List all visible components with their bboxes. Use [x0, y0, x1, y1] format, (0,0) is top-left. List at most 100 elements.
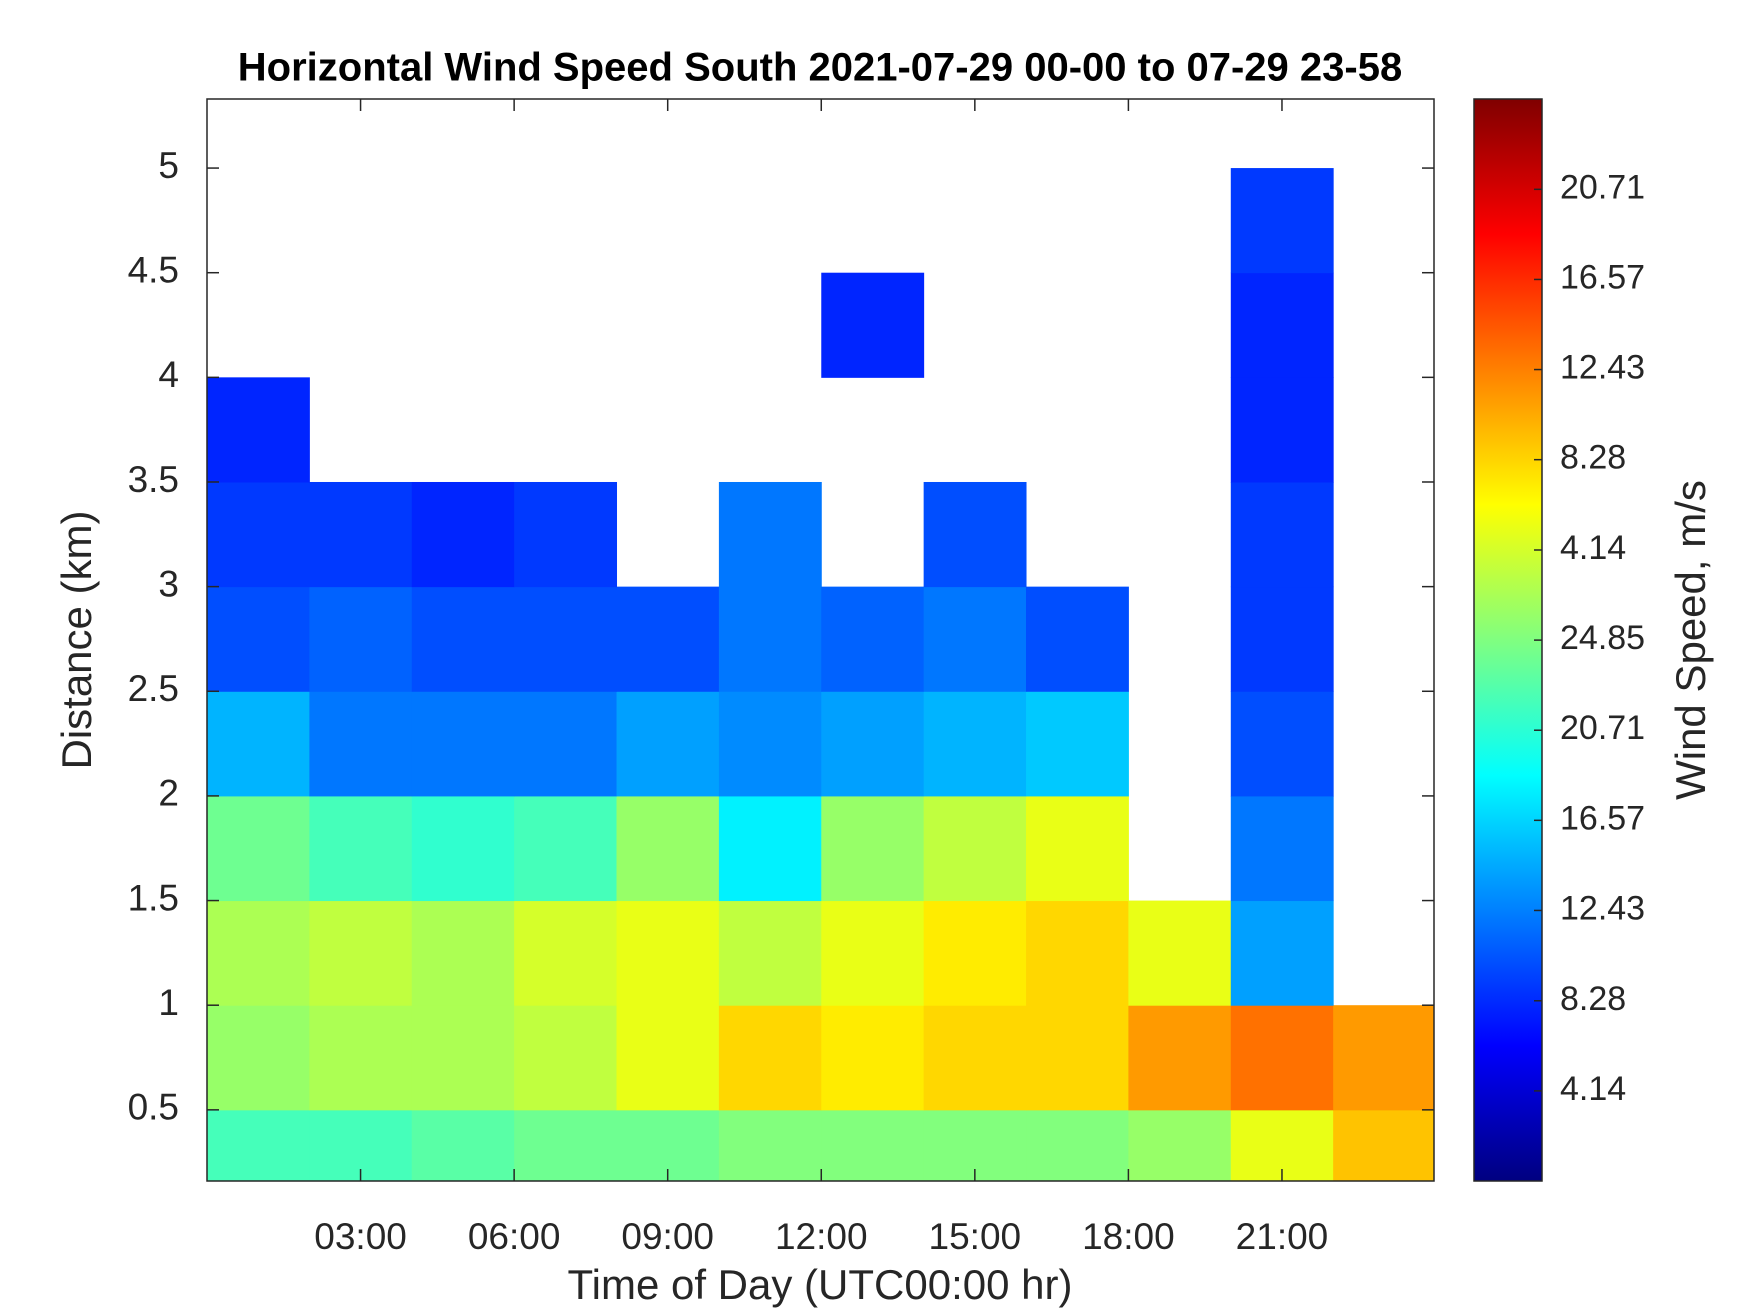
heat-cell [514, 900, 618, 1006]
heat-cell [309, 481, 413, 588]
colorbar-tick-label: 16.57 [1560, 799, 1645, 837]
colorbar-tick-label: 12.43 [1560, 349, 1645, 387]
x-axis-label: Time of Day (UTC00:00 hr) [568, 1261, 1073, 1308]
heat-cell [821, 900, 925, 1006]
heat-cell [1230, 1005, 1334, 1111]
colorbar-tick-label: 20.71 [1560, 168, 1645, 206]
heat-cell [1026, 900, 1129, 1006]
heat-cell [514, 481, 618, 588]
colorbar-tick-label: 24.85 [1560, 619, 1645, 657]
heat-cell [207, 481, 310, 588]
colorbar [1473, 98, 1543, 1182]
x-tick-label: 06:00 [468, 1216, 561, 1257]
y-tick-label: 1 [158, 982, 179, 1023]
heat-cell [1230, 586, 1334, 692]
colorbar-tick-label: 8.28 [1560, 980, 1626, 1018]
heat-cell [411, 1005, 515, 1111]
heat-cell [821, 272, 925, 378]
heat-cell [1333, 1005, 1435, 1111]
heat-cell [1026, 1109, 1129, 1182]
heat-cell [923, 795, 1027, 902]
heat-cell [411, 586, 515, 692]
heat-cell [821, 1005, 925, 1111]
heat-cell [616, 586, 720, 692]
heat-cell [514, 691, 618, 797]
heat-cell [821, 586, 925, 692]
heat-cell [514, 1109, 618, 1182]
y-axis-label: Distance (km) [53, 510, 100, 769]
heat-cell [309, 900, 413, 1006]
heat-cell [718, 1005, 822, 1111]
heat-cell [411, 795, 515, 902]
heat-cell [821, 1109, 925, 1182]
heat-cell [1026, 795, 1129, 902]
chart-title: Horizontal Wind Speed South 2021-07-29 0… [238, 46, 1402, 90]
heat-cell [718, 586, 822, 692]
heat-cell [207, 586, 310, 692]
heat-cell [411, 691, 515, 797]
colorbar-tick-label: 8.28 [1560, 439, 1626, 477]
heat-cell [923, 1005, 1027, 1111]
heat-cell [616, 1005, 720, 1111]
y-tick-label: 4 [158, 354, 179, 395]
heat-cell [514, 586, 618, 692]
x-tick-label: 21:00 [1236, 1216, 1329, 1257]
heat-cell [1026, 586, 1129, 692]
heat-cell [923, 586, 1027, 692]
heat-cell [718, 691, 822, 797]
x-tick-label: 09:00 [621, 1216, 714, 1257]
heat-cell [309, 586, 413, 692]
heat-cell [1230, 168, 1334, 274]
heat-cell [411, 900, 515, 1006]
heat-cell [718, 900, 822, 1006]
y-tick-label: 4.5 [128, 249, 179, 290]
heat-cell [1230, 272, 1334, 378]
heat-cell [821, 691, 925, 797]
heat-cell [616, 795, 720, 902]
heat-cell [1230, 900, 1334, 1006]
heat-cell [821, 795, 925, 902]
colorbar-label: Wind Speed, m/s [1667, 480, 1714, 800]
heat-cell [1230, 691, 1334, 797]
heat-cell [1128, 1005, 1232, 1111]
heat-cell [309, 691, 413, 797]
colorbar-tick-label: 16.57 [1560, 258, 1645, 296]
heat-cell [1230, 377, 1334, 483]
heat-cell [207, 691, 310, 797]
heat-cell [718, 481, 822, 588]
heat-cell [1026, 691, 1129, 797]
heat-cell [923, 691, 1027, 797]
heat-cell [616, 691, 720, 797]
heat-cell [514, 795, 618, 902]
y-tick-label: 3 [158, 563, 179, 604]
x-tick-label: 18:00 [1082, 1216, 1175, 1257]
heat-cell [718, 795, 822, 902]
colorbar-tick-label: 4.14 [1560, 1070, 1626, 1108]
x-tick-label: 03:00 [314, 1216, 407, 1257]
colorbar-tick-label: 12.43 [1560, 889, 1645, 927]
heat-cell [616, 900, 720, 1006]
heat-cell [1128, 1109, 1232, 1182]
heat-cell [923, 900, 1027, 1006]
colorbar-tick-label: 4.14 [1560, 529, 1626, 567]
y-tick-label: 2.5 [128, 668, 179, 709]
heat-cell [1230, 795, 1334, 902]
x-tick-label: 15:00 [929, 1216, 1022, 1257]
heat-cell [1333, 1109, 1435, 1182]
y-tick-label: 3.5 [128, 459, 179, 500]
heat-cell [207, 1109, 310, 1182]
colorbar-tick-label: 20.71 [1560, 709, 1645, 747]
y-tick-label: 5 [158, 145, 179, 186]
heat-cell [514, 1005, 618, 1111]
heat-cell [1230, 481, 1334, 588]
y-tick-label: 2 [158, 773, 179, 814]
heat-cell [923, 481, 1027, 588]
x-tick-label: 12:00 [775, 1216, 868, 1257]
heat-cell [309, 795, 413, 902]
heat-cell [1026, 1005, 1129, 1111]
heat-cell [1128, 900, 1232, 1006]
heat-cell [207, 377, 310, 483]
plot-frame [206, 98, 1435, 1182]
heat-cell [718, 1109, 822, 1182]
heat-cell [207, 1005, 310, 1111]
